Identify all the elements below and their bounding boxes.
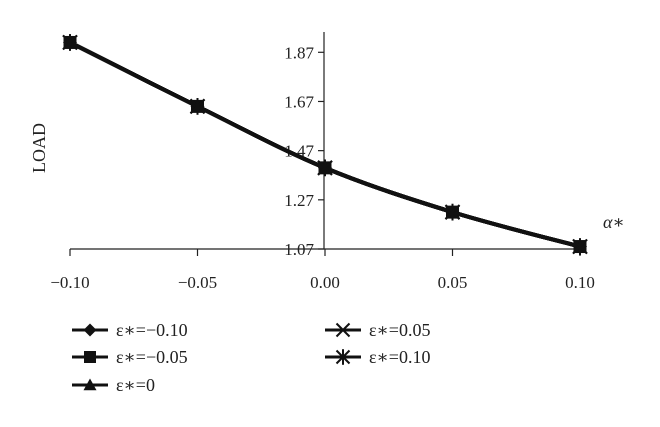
legend-marker	[83, 378, 97, 391]
legend-item-3: ε∗=0.05	[325, 320, 430, 340]
legend-item-0: ε∗=−0.10	[72, 320, 188, 340]
x-tick-label: −0.05	[178, 273, 217, 292]
x-tick-label: 0.00	[310, 273, 340, 292]
legend-label: ε∗=−0.05	[116, 347, 188, 367]
legend-marker	[335, 322, 351, 338]
plot-area: −0.10 −0.05 0.00 0.05 0.10 1.07 1.27 1.47 1.67 1.…	[50, 32, 595, 292]
legend-marker	[83, 323, 97, 337]
y-tick-label: 1.07	[284, 240, 314, 259]
data-point-4-2	[317, 159, 333, 177]
legend-label: ε∗=−0.10	[116, 320, 188, 340]
legend-label: ε∗=0	[116, 375, 155, 395]
data-point-4-4	[572, 238, 588, 255]
legend-label: ε∗=0.10	[369, 347, 430, 367]
series-line-1	[69, 40, 581, 249]
series-line-3	[69, 40, 581, 249]
y-tick-label: 1.67	[284, 92, 314, 111]
y-tick-label: 1.87	[284, 43, 314, 62]
legend-item-2: ε∗=0	[72, 375, 155, 395]
y-tick-label: 1.47	[284, 142, 314, 161]
x-tick-label: −0.10	[50, 273, 89, 292]
legend-item-4: ε∗=0.10	[325, 347, 430, 367]
legend-marker	[335, 349, 351, 365]
legend: ε∗=−0.10 ε∗=−0.05 ε∗=0 ε∗=0.05 ε∗=0.10	[72, 320, 430, 395]
data-point-4-0	[62, 34, 78, 51]
y-tick-label: 1.27	[284, 191, 314, 210]
data-point-4-3	[444, 203, 461, 221]
legend-item-1: ε∗=−0.05	[72, 347, 188, 367]
data-point-4-1	[189, 97, 206, 115]
legend-label: ε∗=0.05	[369, 320, 430, 340]
x-tick-label: 0.05	[438, 273, 468, 292]
x-axis-title: α∗	[603, 212, 625, 232]
series-line-2	[69, 40, 581, 249]
series-line-4	[69, 40, 581, 249]
legend-marker	[84, 351, 96, 363]
y-axis-title: LOAD	[29, 123, 49, 173]
series-line-0	[69, 40, 581, 249]
x-tick-label: 0.10	[565, 273, 595, 292]
